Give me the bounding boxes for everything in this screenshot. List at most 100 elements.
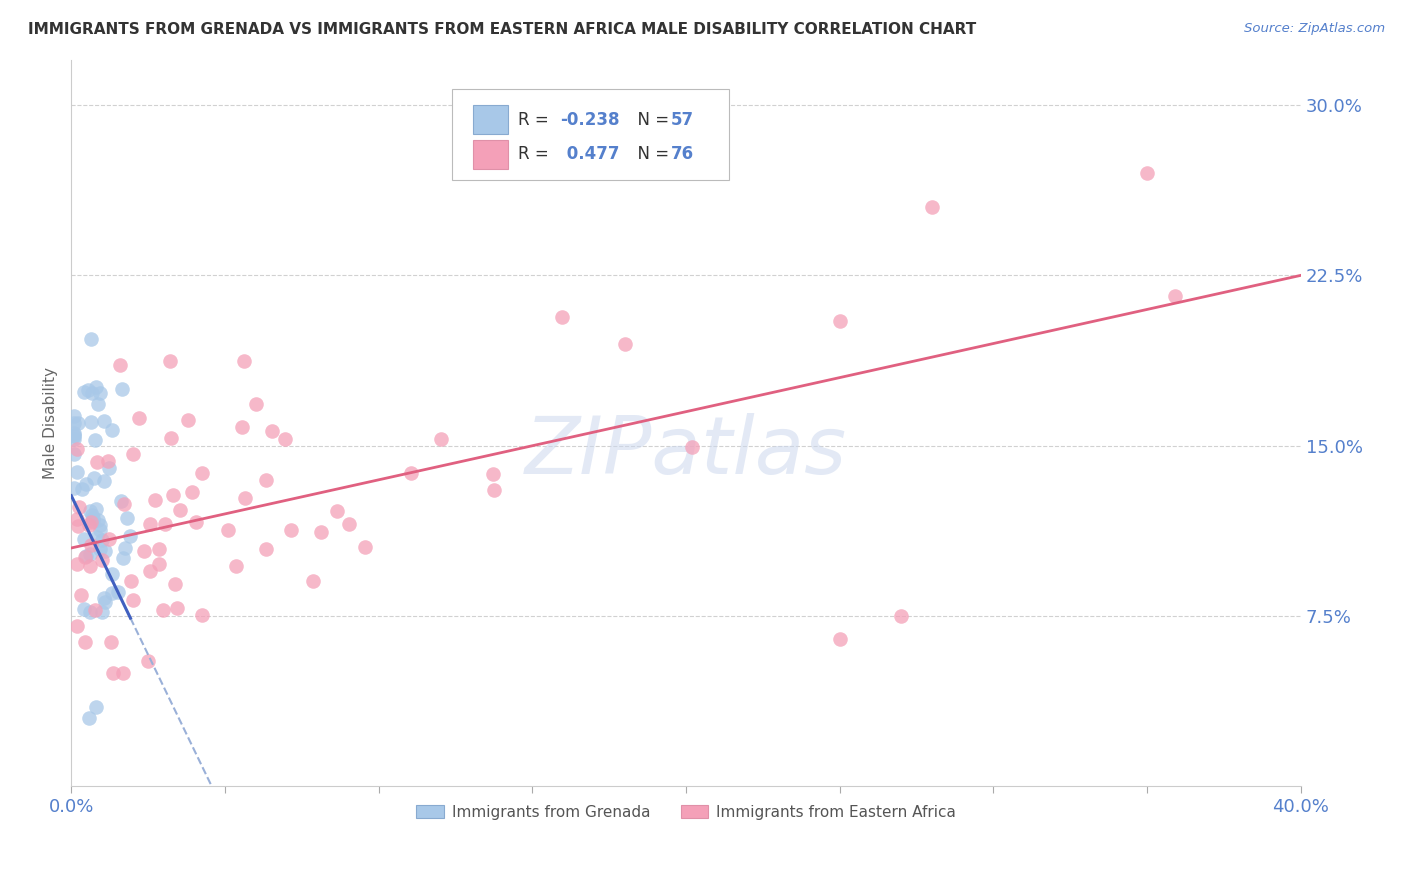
Text: ZIPatlas: ZIPatlas bbox=[524, 413, 846, 491]
Point bbox=[160, 431, 183, 445]
Point bbox=[63, 427, 86, 442]
Point bbox=[274, 432, 297, 446]
Point bbox=[84, 380, 107, 394]
Point bbox=[93, 591, 115, 605]
Point bbox=[828, 314, 851, 328]
Point bbox=[613, 336, 636, 351]
Point bbox=[120, 574, 142, 589]
Point bbox=[114, 541, 136, 556]
Text: -0.238: -0.238 bbox=[561, 111, 620, 129]
Point bbox=[177, 412, 200, 426]
Point bbox=[80, 332, 103, 346]
Point bbox=[180, 485, 202, 500]
Point bbox=[75, 549, 97, 564]
Text: N =: N = bbox=[627, 111, 675, 129]
Point bbox=[399, 466, 422, 480]
Point bbox=[152, 603, 174, 617]
Point bbox=[83, 471, 105, 485]
Point bbox=[302, 574, 325, 588]
Point bbox=[77, 517, 100, 532]
Point bbox=[93, 544, 115, 558]
Point bbox=[67, 500, 90, 514]
Point bbox=[66, 442, 89, 457]
Point bbox=[82, 514, 104, 528]
Bar bbox=[474, 105, 508, 135]
Point bbox=[159, 354, 181, 368]
Point bbox=[87, 397, 110, 411]
Point bbox=[89, 523, 111, 537]
Text: Source: ZipAtlas.com: Source: ZipAtlas.com bbox=[1244, 22, 1385, 36]
Point bbox=[225, 559, 247, 574]
Point bbox=[101, 423, 124, 437]
Point bbox=[75, 477, 97, 491]
Point bbox=[66, 466, 89, 480]
Point bbox=[70, 588, 93, 602]
Point bbox=[80, 385, 103, 400]
Point bbox=[82, 508, 104, 522]
Point bbox=[165, 577, 187, 591]
Point bbox=[1136, 166, 1159, 180]
Point bbox=[80, 415, 103, 429]
Point bbox=[108, 358, 131, 372]
Point bbox=[79, 559, 101, 574]
Point bbox=[80, 515, 103, 529]
Point bbox=[63, 429, 86, 443]
Point bbox=[73, 385, 96, 400]
Point bbox=[112, 665, 135, 680]
Point bbox=[254, 473, 277, 487]
Text: 76: 76 bbox=[671, 145, 695, 163]
Point bbox=[339, 517, 361, 532]
Point bbox=[87, 513, 110, 527]
Point bbox=[80, 538, 103, 552]
Point bbox=[233, 491, 256, 505]
Point bbox=[89, 518, 111, 533]
Point bbox=[162, 488, 184, 502]
Point bbox=[93, 414, 115, 428]
Point bbox=[110, 494, 132, 508]
Point bbox=[97, 461, 120, 475]
Point bbox=[63, 409, 86, 423]
Point bbox=[73, 602, 96, 616]
Point bbox=[254, 541, 277, 556]
Point bbox=[139, 517, 162, 532]
Point bbox=[84, 603, 107, 617]
Point bbox=[121, 447, 143, 461]
Point bbox=[63, 432, 86, 446]
Point bbox=[128, 410, 150, 425]
Point bbox=[245, 397, 267, 411]
Point bbox=[143, 492, 166, 507]
Point bbox=[111, 382, 134, 396]
Point bbox=[112, 497, 135, 511]
Point bbox=[482, 483, 505, 497]
Text: IMMIGRANTS FROM GRENADA VS IMMIGRANTS FROM EASTERN AFRICA MALE DISABILITY CORREL: IMMIGRANTS FROM GRENADA VS IMMIGRANTS FR… bbox=[28, 22, 976, 37]
Point bbox=[67, 518, 90, 533]
Point bbox=[1164, 289, 1187, 303]
Point bbox=[86, 700, 108, 714]
Point bbox=[73, 533, 96, 547]
Point bbox=[217, 523, 239, 537]
Point bbox=[84, 502, 107, 516]
Point bbox=[89, 542, 111, 557]
Point bbox=[169, 503, 191, 517]
Point bbox=[79, 547, 101, 561]
Point bbox=[103, 665, 125, 680]
Point bbox=[89, 385, 111, 400]
Point bbox=[91, 552, 114, 566]
Point bbox=[67, 416, 90, 430]
Point bbox=[84, 434, 107, 448]
Point bbox=[112, 551, 135, 566]
Point bbox=[70, 482, 93, 496]
Text: R =: R = bbox=[517, 145, 554, 163]
Text: N =: N = bbox=[627, 145, 675, 163]
Point bbox=[100, 586, 122, 600]
Bar bbox=[474, 139, 508, 169]
Point bbox=[325, 503, 347, 517]
Point bbox=[828, 632, 851, 646]
Point bbox=[97, 454, 120, 468]
Y-axis label: Male Disability: Male Disability bbox=[44, 367, 58, 479]
Point bbox=[86, 530, 108, 544]
Text: 0.477: 0.477 bbox=[561, 145, 619, 163]
Point bbox=[134, 543, 156, 558]
Point bbox=[86, 455, 108, 469]
Point bbox=[232, 353, 254, 368]
